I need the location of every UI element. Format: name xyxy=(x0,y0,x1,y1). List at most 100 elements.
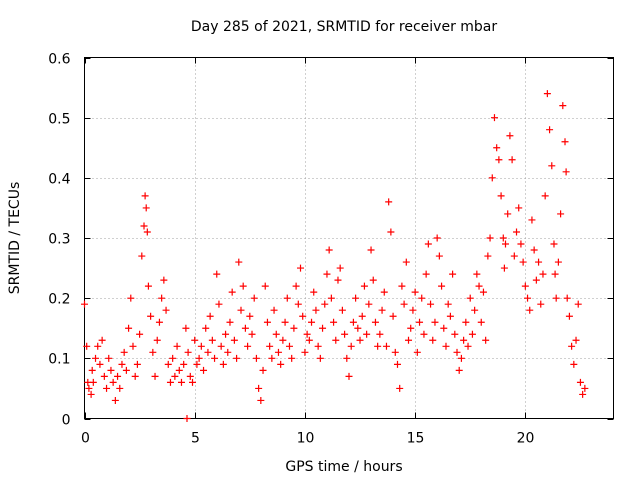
data-point xyxy=(495,156,503,164)
data-point xyxy=(239,282,247,290)
data-point xyxy=(164,360,172,368)
data-point xyxy=(230,336,238,344)
data-point xyxy=(526,306,534,314)
data-point xyxy=(568,342,576,350)
data-point xyxy=(173,342,181,350)
data-point xyxy=(213,270,221,278)
data-point xyxy=(186,372,194,380)
data-point xyxy=(279,336,287,344)
data-point xyxy=(504,210,512,218)
data-point xyxy=(224,348,232,356)
data-point xyxy=(424,240,432,248)
data-point xyxy=(347,342,355,350)
data-point xyxy=(204,348,212,356)
data-point xyxy=(314,342,322,350)
data-point xyxy=(151,372,159,380)
data-point xyxy=(411,288,419,296)
data-point xyxy=(500,264,508,272)
data-point xyxy=(92,354,100,362)
x-axis-label: GPS time / hours xyxy=(285,459,402,475)
data-point xyxy=(107,366,115,374)
data-point xyxy=(208,336,216,344)
data-point xyxy=(129,342,137,350)
data-point xyxy=(557,210,565,218)
data-point xyxy=(374,342,382,350)
data-point xyxy=(530,246,538,254)
data-point xyxy=(510,252,518,260)
data-point xyxy=(435,252,443,260)
data-point xyxy=(184,348,192,356)
data-point xyxy=(133,360,141,368)
data-point xyxy=(109,378,117,386)
data-point xyxy=(330,318,338,326)
data-point xyxy=(462,318,470,326)
data-point xyxy=(193,360,201,368)
data-point xyxy=(398,282,406,290)
data-point xyxy=(565,312,573,320)
y-tick-label: 0.3 xyxy=(48,232,70,248)
data-point xyxy=(202,324,210,332)
grid xyxy=(84,57,614,419)
data-point xyxy=(497,192,505,200)
data-point xyxy=(493,144,501,152)
data-point xyxy=(488,174,496,182)
y-axis-label: SRMTID / TECUs xyxy=(7,182,23,295)
data-point xyxy=(169,354,177,362)
data-point xyxy=(237,306,245,314)
data-point xyxy=(521,282,529,290)
axis-ticks: 0 0.1 0.2 0.3 0.4 0.5 0.6 0 5 10 15 20 xyxy=(48,52,614,447)
data-point xyxy=(292,282,300,290)
data-point xyxy=(413,348,421,356)
data-point xyxy=(453,348,461,356)
data-point xyxy=(473,270,481,278)
data-point xyxy=(440,324,448,332)
data-point xyxy=(358,312,366,320)
data-point xyxy=(367,246,375,254)
data-point xyxy=(554,258,562,266)
data-point xyxy=(407,324,415,332)
data-point xyxy=(389,312,397,320)
data-point xyxy=(175,366,183,374)
data-point xyxy=(158,294,166,302)
data-point xyxy=(380,288,388,296)
data-point xyxy=(442,342,450,350)
x-tick-label: 20 xyxy=(517,431,535,447)
data-point xyxy=(200,366,208,374)
data-point xyxy=(418,294,426,302)
data-point xyxy=(546,126,554,134)
data-point xyxy=(206,312,214,320)
data-point xyxy=(513,228,521,236)
data-point xyxy=(81,300,88,308)
data-point xyxy=(268,354,276,362)
data-point xyxy=(468,330,476,338)
data-point xyxy=(312,306,320,314)
data-point xyxy=(244,342,252,350)
data-point xyxy=(105,354,113,362)
data-point xyxy=(484,252,492,260)
data-point xyxy=(83,342,91,350)
data-point xyxy=(376,330,384,338)
x-tick-label: 0 xyxy=(81,431,90,447)
data-point xyxy=(94,342,102,350)
x-tick-label: 5 xyxy=(191,431,200,447)
data-point xyxy=(365,300,373,308)
data-point xyxy=(327,294,335,302)
data-point xyxy=(352,294,360,302)
data-point xyxy=(349,318,357,326)
data-point xyxy=(288,354,296,362)
data-point xyxy=(246,312,254,320)
data-point xyxy=(182,324,190,332)
data-point xyxy=(142,204,150,212)
data-point xyxy=(323,270,331,278)
data-point xyxy=(341,330,349,338)
data-point xyxy=(308,318,316,326)
data-point xyxy=(427,300,435,308)
data-point xyxy=(539,270,547,278)
data-point xyxy=(499,234,507,242)
data-point xyxy=(87,390,95,398)
data-point xyxy=(402,258,410,266)
data-point xyxy=(85,384,93,392)
data-points xyxy=(81,90,589,422)
data-point xyxy=(166,378,174,386)
data-point xyxy=(420,330,428,338)
